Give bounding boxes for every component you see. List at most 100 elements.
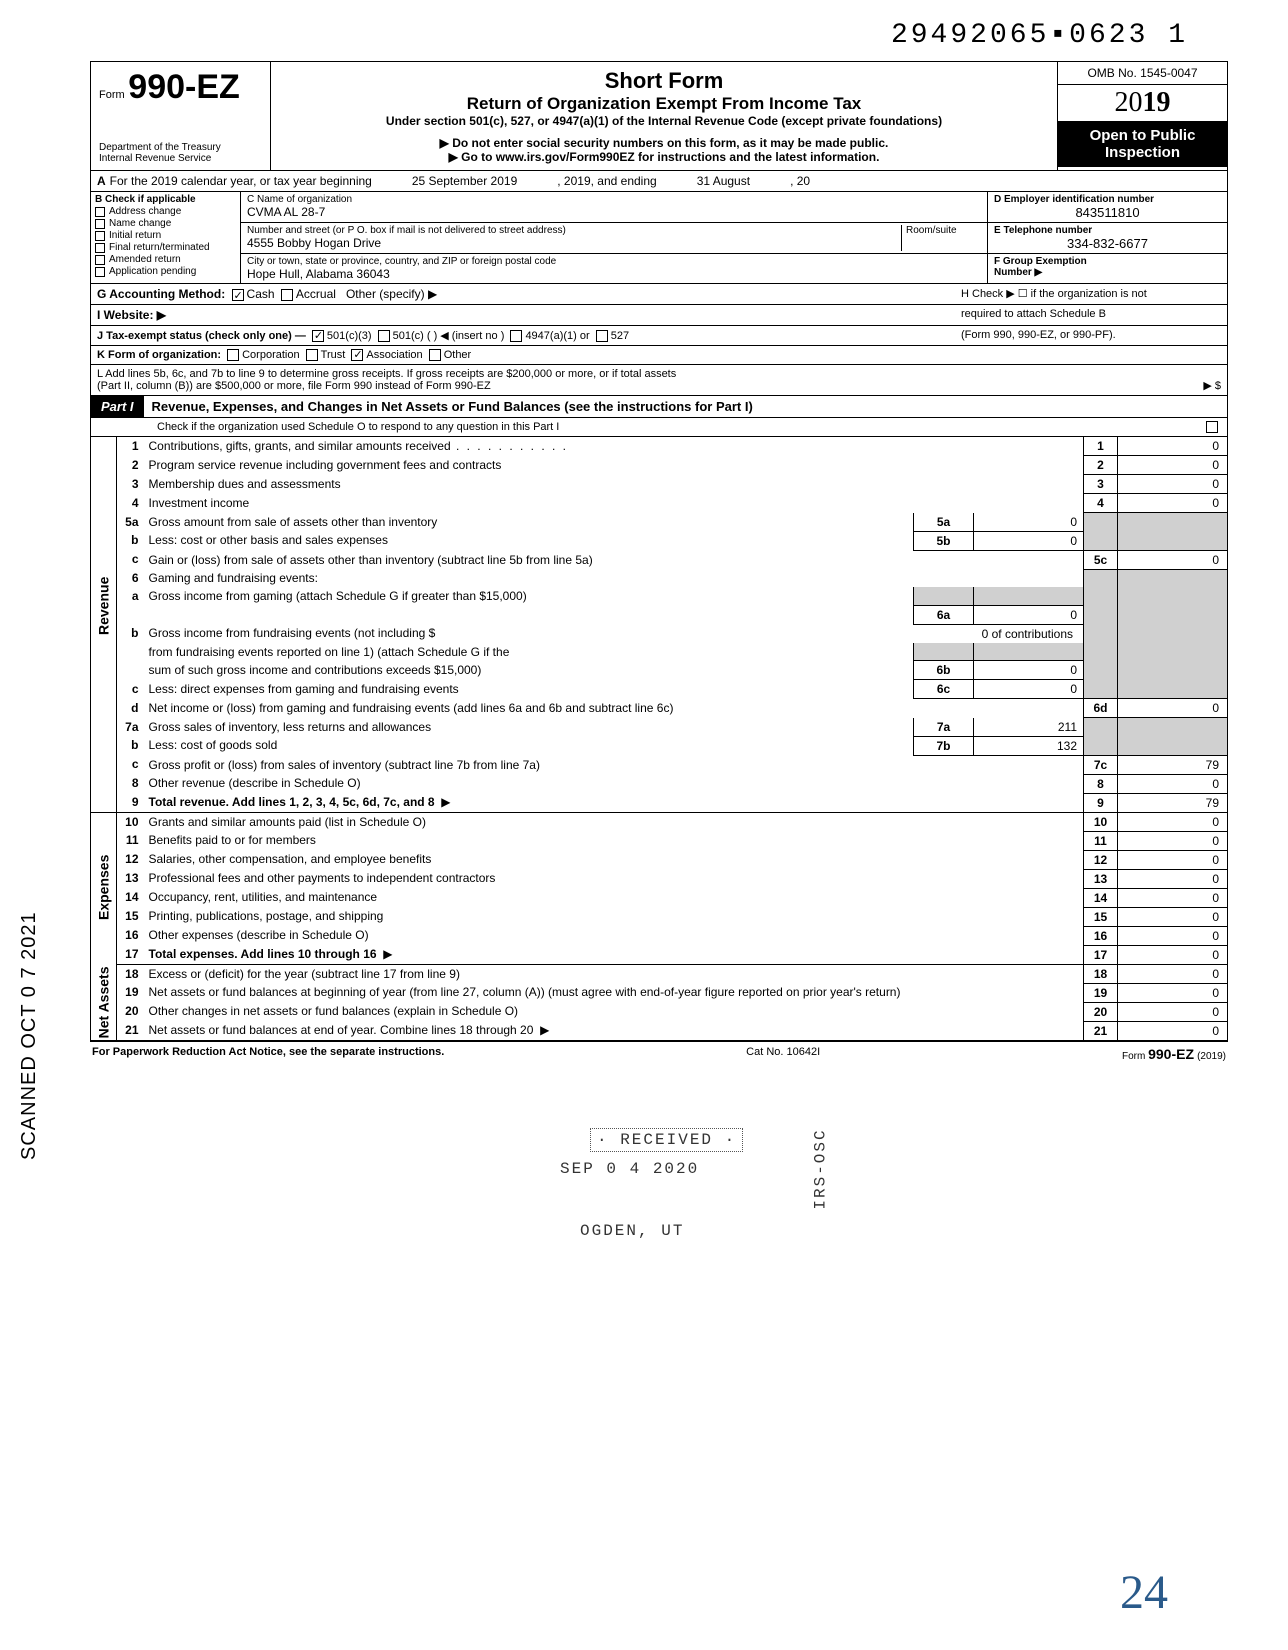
- line4-amt: 0: [1118, 494, 1228, 513]
- side-expenses: Expenses: [91, 812, 117, 964]
- line16-amt: 0: [1118, 926, 1228, 945]
- line13-amt: 0: [1118, 869, 1228, 888]
- stamp-scanned: SCANNED OCT 0 7 2021: [18, 911, 41, 1160]
- line6d-amt: 0: [1118, 699, 1228, 718]
- city-value: Hope Hull, Alabama 36043: [247, 267, 981, 281]
- stamp-date: SEP 0 4 2020: [560, 1160, 699, 1178]
- line19-amt: 0: [1118, 983, 1228, 1002]
- line10-amt: 0: [1118, 812, 1228, 831]
- room-label: Room/suite: [906, 225, 981, 236]
- chk-assoc[interactable]: [351, 349, 363, 361]
- title-section: Under section 501(c), 527, or 4947(a)(1)…: [281, 114, 1047, 128]
- org-name: CVMA AL 28-7: [247, 205, 981, 219]
- tax-year-begin: 25 September 2019: [412, 174, 517, 188]
- line15-amt: 0: [1118, 907, 1228, 926]
- stamp-irs: IRS-OSC: [812, 1128, 830, 1209]
- chk-accrual[interactable]: [281, 289, 293, 301]
- title-ssn-warn: ▶ Do not enter social security numbers o…: [281, 136, 1047, 150]
- line1-amt: 0: [1118, 437, 1228, 456]
- chk-501c[interactable]: [378, 330, 390, 342]
- row-a: A For the 2019 calendar year, or tax yea…: [90, 170, 1228, 192]
- chk-501c3[interactable]: [312, 330, 324, 342]
- tax-year-end: 31 August: [697, 174, 750, 188]
- addr-value: 4555 Bobby Hogan Drive: [247, 236, 901, 250]
- line12-amt: 0: [1118, 850, 1228, 869]
- group-exempt-label: F Group Exemption: [994, 256, 1221, 267]
- col-b-checkboxes: B Check if applicable Address change Nam…: [91, 192, 241, 283]
- ein-label: D Employer identification number: [994, 194, 1221, 205]
- line17-amt: 0: [1118, 945, 1228, 964]
- chk-app-pending[interactable]: [95, 267, 105, 277]
- line5b-amt: 0: [974, 531, 1084, 550]
- org-name-label: C Name of organization: [247, 194, 981, 205]
- chk-527[interactable]: [596, 330, 608, 342]
- dept-treasury: Department of the Treasury: [99, 142, 262, 153]
- phone-label: E Telephone number: [994, 225, 1221, 236]
- side-netassets: Net Assets: [91, 964, 117, 1040]
- chk-name-change[interactable]: [95, 219, 105, 229]
- chk-other-org[interactable]: [429, 349, 441, 361]
- chk-4947[interactable]: [510, 330, 522, 342]
- l-text1: L Add lines 5b, 6c, and 7b to line 9 to …: [97, 368, 1101, 380]
- part1-grid: Revenue 1Contributions, gifts, grants, a…: [90, 437, 1228, 1041]
- h3: (Form 990, 990-EZ, or 990-PF).: [961, 329, 1221, 341]
- line21-amt: 0: [1118, 1021, 1228, 1040]
- handwrite-24: 24: [1120, 1565, 1168, 1620]
- line11-amt: 0: [1118, 831, 1228, 850]
- k-label: K Form of organization:: [97, 349, 221, 361]
- dln-number: 29492065▪0623 1: [90, 20, 1228, 51]
- line8-amt: 0: [1118, 774, 1228, 793]
- chk-address-change[interactable]: [95, 207, 105, 217]
- line5a-amt: 0: [974, 513, 1084, 532]
- stamp-ogden: OGDEN, UT: [580, 1222, 684, 1240]
- chk-final-return[interactable]: [95, 243, 105, 253]
- chk-amended[interactable]: [95, 255, 105, 265]
- line3-amt: 0: [1118, 475, 1228, 494]
- line18-amt: 0: [1118, 964, 1228, 983]
- line20-amt: 0: [1118, 1002, 1228, 1021]
- open-public: Open to Public: [1062, 127, 1223, 144]
- chk-cash[interactable]: [232, 289, 244, 301]
- line6b-amt: 0: [974, 661, 1084, 680]
- stamp-received: · RECEIVED ·: [590, 1128, 743, 1152]
- tax-year: 2019: [1058, 85, 1227, 121]
- form-header: Form 990-EZ Department of the Treasury I…: [90, 61, 1228, 170]
- line7c-amt: 79: [1118, 755, 1228, 774]
- line7b-amt: 132: [974, 736, 1084, 755]
- omb-number: OMB No. 1545-0047: [1058, 62, 1227, 85]
- addr-label: Number and street (or P O. box if mail i…: [247, 225, 901, 236]
- part1-tag: Part I: [91, 396, 144, 417]
- line6c-amt: 0: [974, 680, 1084, 699]
- form-label: Form: [99, 89, 125, 101]
- part1-title: Revenue, Expenses, and Changes in Net As…: [144, 396, 1227, 417]
- h-check: H Check ▶ ☐ if the organization is not: [961, 287, 1221, 300]
- title-url: ▶ Go to www.irs.gov/Form990EZ for instru…: [281, 150, 1047, 164]
- title-short-form: Short Form: [281, 68, 1047, 94]
- group-exempt-num: Number ▶: [994, 267, 1221, 278]
- page-footer: For Paperwork Reduction Act Notice, see …: [90, 1041, 1228, 1066]
- side-revenue: Revenue: [91, 437, 117, 774]
- chk-corp[interactable]: [227, 349, 239, 361]
- form-number: 990-EZ: [128, 68, 240, 106]
- title-return: Return of Organization Exempt From Incom…: [281, 94, 1047, 114]
- irs-label: Internal Revenue Service: [99, 153, 262, 164]
- chk-trust[interactable]: [306, 349, 318, 361]
- line2-amt: 0: [1118, 456, 1228, 475]
- line14-amt: 0: [1118, 888, 1228, 907]
- j-label: J Tax-exempt status (check only one) —: [97, 330, 306, 342]
- phone-value: 334-832-6677: [994, 236, 1221, 251]
- i-website: I Website: ▶: [97, 308, 166, 322]
- chk-initial-return[interactable]: [95, 231, 105, 241]
- l-text2: (Part II, column (B)) are $500,000 or mo…: [97, 380, 1101, 392]
- line6a-amt: 0: [974, 605, 1084, 624]
- inspection: Inspection: [1062, 144, 1223, 161]
- city-label: City or town, state or province, country…: [247, 256, 981, 267]
- h2: required to attach Schedule B: [961, 308, 1221, 320]
- g-label: G Accounting Method:: [97, 287, 225, 301]
- line9-amt: 79: [1118, 793, 1228, 812]
- chk-sched-o[interactable]: [1206, 421, 1218, 433]
- line5c-amt: 0: [1118, 550, 1228, 569]
- ein-value: 843511810: [994, 205, 1221, 220]
- part1-check: Check if the organization used Schedule …: [97, 421, 1203, 433]
- line7a-amt: 211: [974, 718, 1084, 737]
